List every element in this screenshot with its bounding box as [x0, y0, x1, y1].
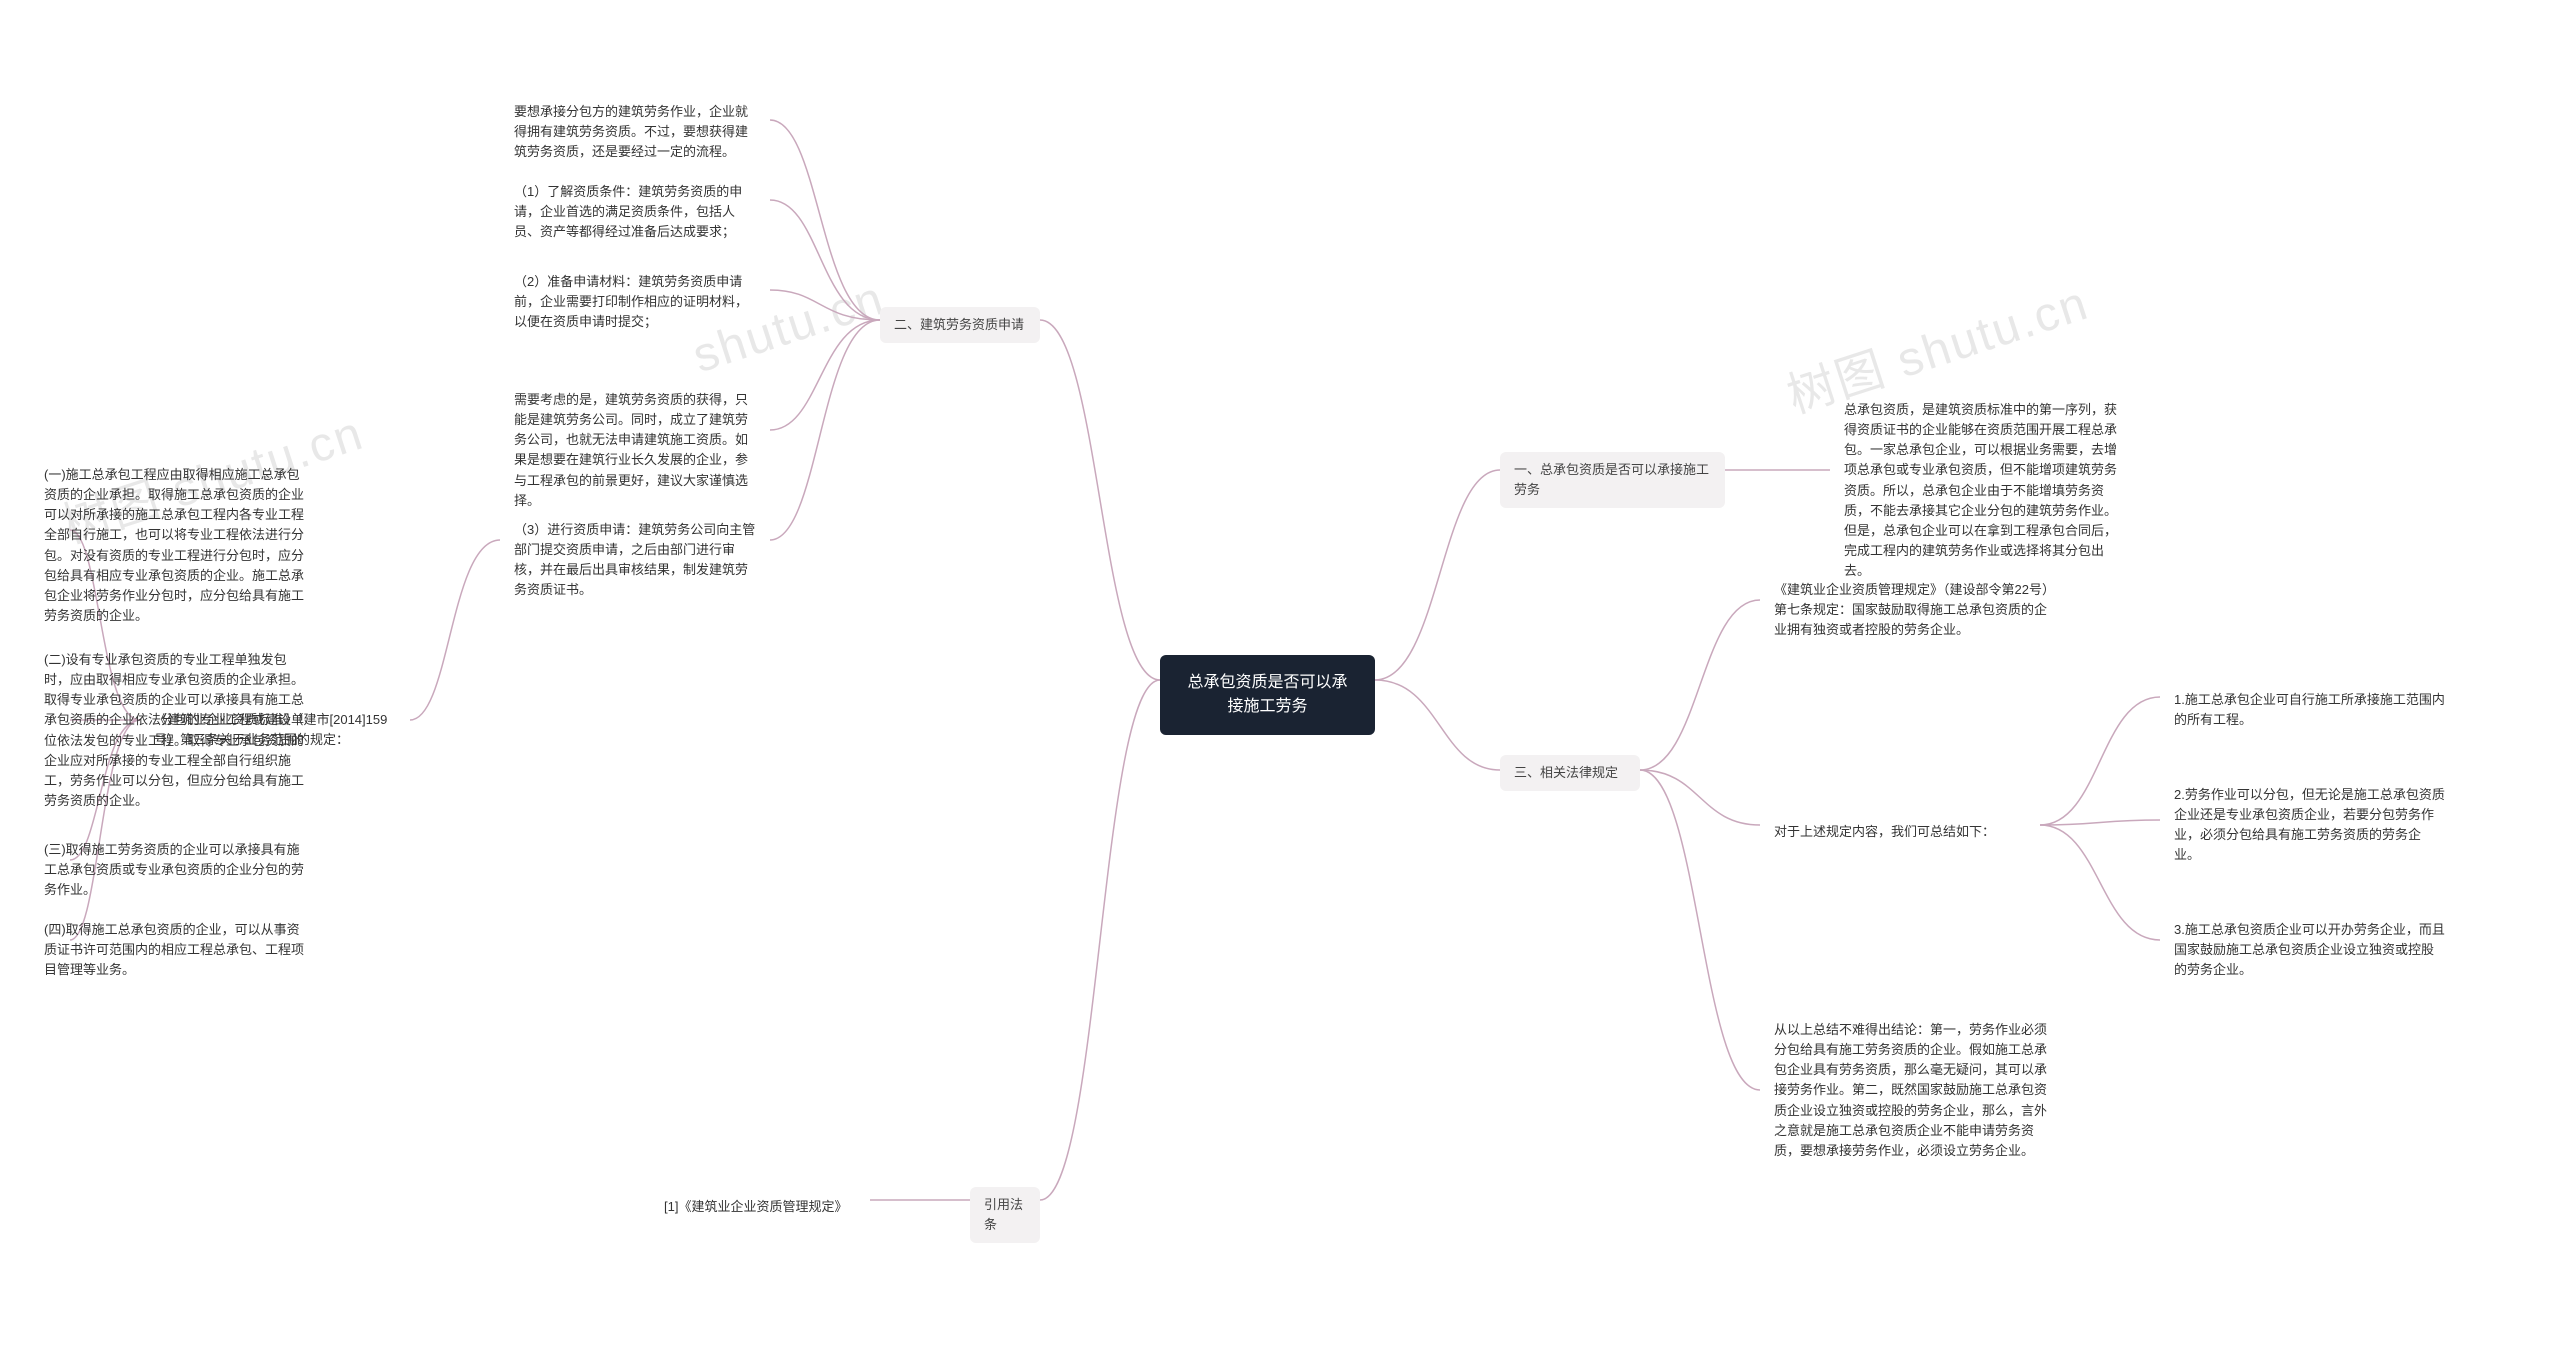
leaf-3-2-2: 2.劳务作业可以分包，但无论是施工总承包资质企业还是专业承包资质企业，若要分包劳… [2160, 775, 2460, 876]
leaf-left-4: (四)取得施工总承包资质的企业，可以从事资质证书许可范围内的相应工程总承包、工程… [30, 910, 320, 990]
leaf-left-2: (二)设有专业承包资质的专业工程单独发包时，应由取得相应专业承包资质的企业承担。… [30, 640, 320, 821]
leaf-left-3: (三)取得施工劳务资质的企业可以承接具有施工总承包资质或专业承包资质的企业分包的… [30, 830, 320, 910]
leaf-2-2: （1）了解资质条件：建筑劳务资质的申请，企业首选的满足资质条件，包括人员、资产等… [500, 172, 770, 252]
leaf-2-3: （2）准备申请材料：建筑劳务资质申请前，企业需要打印制作相应的证明材料，以便在资… [500, 262, 770, 342]
branch-1: 一、总承包资质是否可以承接施工劳务 [1500, 452, 1725, 508]
root-node: 总承包资质是否可以承接施工劳务 [1160, 655, 1375, 735]
leaf-4-1: [1]《建筑业企业资质管理规定》 [650, 1187, 870, 1227]
leaf-3-2-head: 对于上述规定内容，我们可总结如下： [1760, 812, 2040, 852]
branch-2: 二、建筑劳务资质申请 [880, 307, 1040, 343]
leaf-2-4: （3）进行资质申请：建筑劳务公司向主管部门提交资质申请，之后由部门进行审核，并在… [500, 510, 770, 611]
leaf-3-2-3: 3.施工总承包资质企业可以开办劳务企业，而且国家鼓励施工总承包资质企业设立独资或… [2160, 910, 2460, 990]
leaf-3-1: 《建筑业企业资质管理规定》（建设部令第22号）第七条规定：国家鼓励取得施工总承包… [1760, 570, 2070, 650]
leaf-1-1: 总承包资质，是建筑资质标准中的第一序列，获得资质证书的企业能够在资质范围开展工程… [1830, 390, 2140, 591]
leaf-left-1: (一)施工总承包工程应由取得相应施工总承包资质的企业承担。取得施工总承包资质的企… [30, 455, 320, 636]
branch-3: 三、相关法律规定 [1500, 755, 1640, 791]
leaf-2-5: 需要考虑的是，建筑劳务资质的获得，只能是建筑劳务公司。同时，成立了建筑劳务公司，… [500, 380, 770, 521]
branch-4: 引用法条 [970, 1187, 1040, 1243]
leaf-2-1: 要想承接分包方的建筑劳务作业，企业就得拥有建筑劳务资质。不过，要想获得建筑劳务资… [500, 92, 770, 172]
leaf-3-2-1: 1.施工总承包企业可自行施工所承接施工范围内的所有工程。 [2160, 680, 2460, 740]
leaf-3-3: 从以上总结不难得出结论：第一，劳务作业必须分包给具有施工劳务资质的企业。假如施工… [1760, 1010, 2070, 1171]
